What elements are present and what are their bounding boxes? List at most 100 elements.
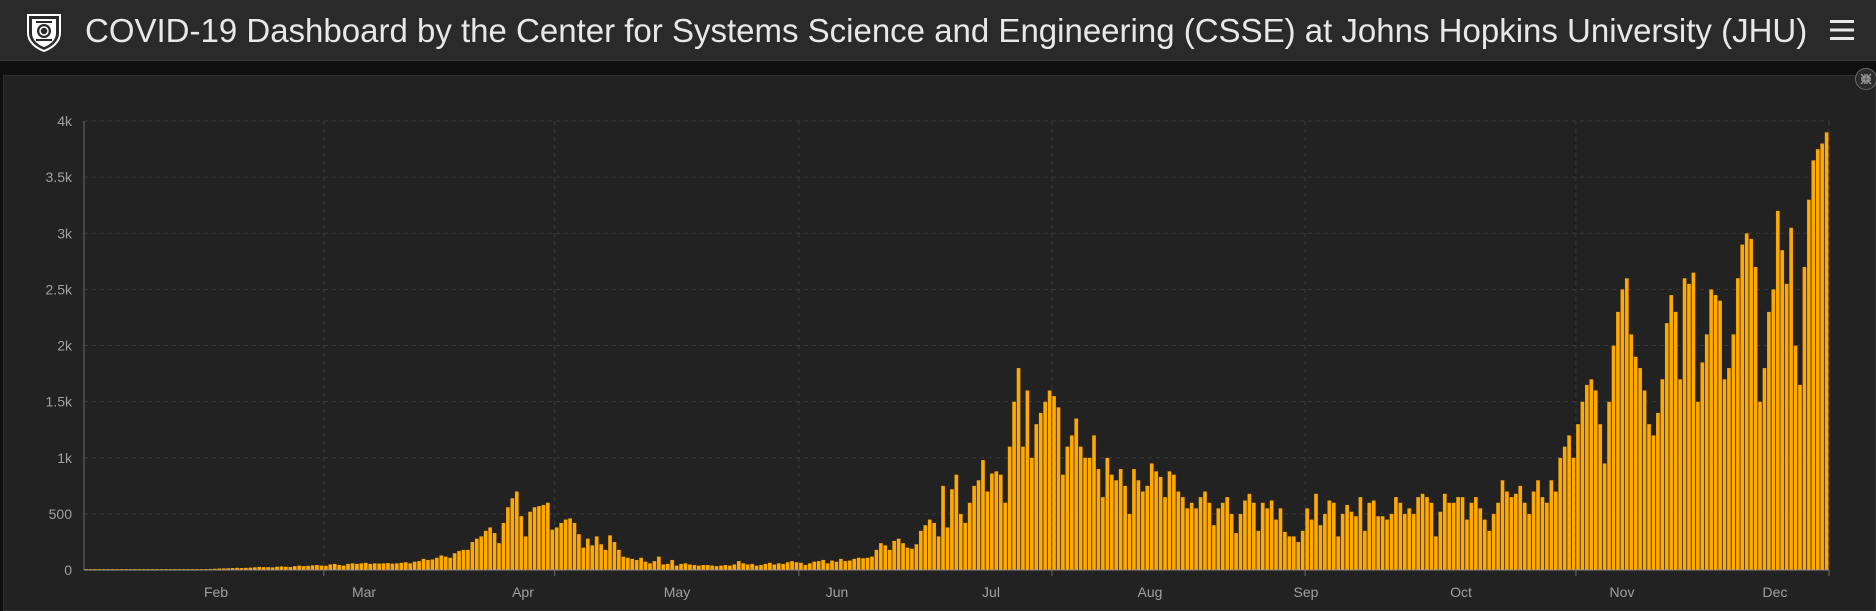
bar <box>1265 508 1270 571</box>
bar <box>1566 435 1572 571</box>
bar <box>359 563 364 571</box>
bar <box>297 565 302 571</box>
bar <box>754 565 759 571</box>
bar <box>1127 513 1132 571</box>
bar <box>1606 401 1612 571</box>
bar <box>1291 536 1296 571</box>
bar <box>1105 457 1110 571</box>
bar <box>714 565 719 571</box>
bar <box>665 563 670 571</box>
bar <box>701 564 706 571</box>
bar <box>705 564 710 571</box>
y-tick-label: 1.5k <box>46 394 73 410</box>
bar <box>883 545 888 571</box>
bar <box>310 565 315 571</box>
hamburger-menu-icon[interactable] <box>1826 14 1858 46</box>
bar <box>456 550 462 571</box>
bar <box>559 522 564 571</box>
bar <box>1344 504 1350 571</box>
bar <box>274 566 280 571</box>
bar <box>305 565 311 571</box>
bar <box>1416 496 1421 571</box>
bar <box>887 549 892 571</box>
bar <box>474 538 479 571</box>
bar <box>1464 519 1470 571</box>
bar <box>1500 480 1505 571</box>
y-tick-label: 4k <box>57 113 73 129</box>
bar <box>279 566 284 571</box>
bar <box>727 565 733 571</box>
bar <box>661 564 666 571</box>
bar <box>448 557 453 571</box>
bar <box>1775 210 1780 571</box>
bar <box>1420 493 1425 571</box>
bar <box>1544 502 1550 571</box>
bar <box>1220 502 1225 571</box>
bar <box>914 543 919 571</box>
x-tick-label: Sep <box>1294 584 1319 600</box>
bar <box>1695 401 1700 571</box>
bar <box>434 557 439 571</box>
bar <box>1442 493 1447 571</box>
bar <box>368 563 373 571</box>
bar <box>505 506 511 571</box>
y-tick-label: 1k <box>57 450 73 466</box>
bar <box>1487 530 1492 571</box>
bar <box>283 566 288 571</box>
bar <box>1495 502 1501 571</box>
bar <box>496 542 502 571</box>
bar <box>545 502 550 571</box>
bar <box>563 519 568 571</box>
bar <box>1669 294 1674 571</box>
bar <box>1797 384 1803 571</box>
bar <box>1580 401 1585 571</box>
bar <box>976 480 981 571</box>
bar <box>465 549 471 571</box>
bar <box>1331 502 1336 571</box>
bar <box>550 529 555 571</box>
bar <box>1771 289 1776 571</box>
bar <box>843 560 848 571</box>
bar <box>980 459 986 571</box>
bar <box>985 491 990 571</box>
bar <box>1589 378 1594 571</box>
y-tick-label: 3.5k <box>46 169 73 185</box>
bar <box>678 563 684 571</box>
bar <box>1527 513 1532 571</box>
bar <box>594 536 599 571</box>
bar <box>1034 423 1039 571</box>
bar <box>1820 143 1825 571</box>
bar <box>1296 541 1301 571</box>
bar <box>1118 468 1123 571</box>
bar <box>905 547 910 571</box>
bar <box>1677 378 1683 571</box>
bar <box>670 559 675 571</box>
bar <box>821 559 826 571</box>
bar <box>1358 496 1363 571</box>
bar <box>1513 493 1518 571</box>
bar <box>1020 446 1026 571</box>
bar <box>1051 395 1057 571</box>
bar <box>1238 513 1243 571</box>
bar <box>892 540 897 571</box>
bar <box>825 563 830 571</box>
bar <box>1389 513 1394 571</box>
bar <box>416 560 422 571</box>
bar <box>958 513 963 571</box>
bar <box>865 557 870 571</box>
bar <box>1766 311 1772 571</box>
bar <box>1562 446 1567 571</box>
bar <box>1145 485 1150 571</box>
bar <box>1038 412 1043 571</box>
bar <box>1065 446 1070 571</box>
bar <box>643 561 648 571</box>
bar <box>1233 532 1239 571</box>
bar <box>1340 513 1345 571</box>
bar <box>1469 502 1474 571</box>
bar <box>483 530 488 571</box>
bar <box>1540 496 1545 571</box>
bar <box>1553 491 1558 571</box>
bar <box>652 560 657 571</box>
bar <box>625 557 630 571</box>
collapse-icon[interactable] <box>1855 68 1876 90</box>
